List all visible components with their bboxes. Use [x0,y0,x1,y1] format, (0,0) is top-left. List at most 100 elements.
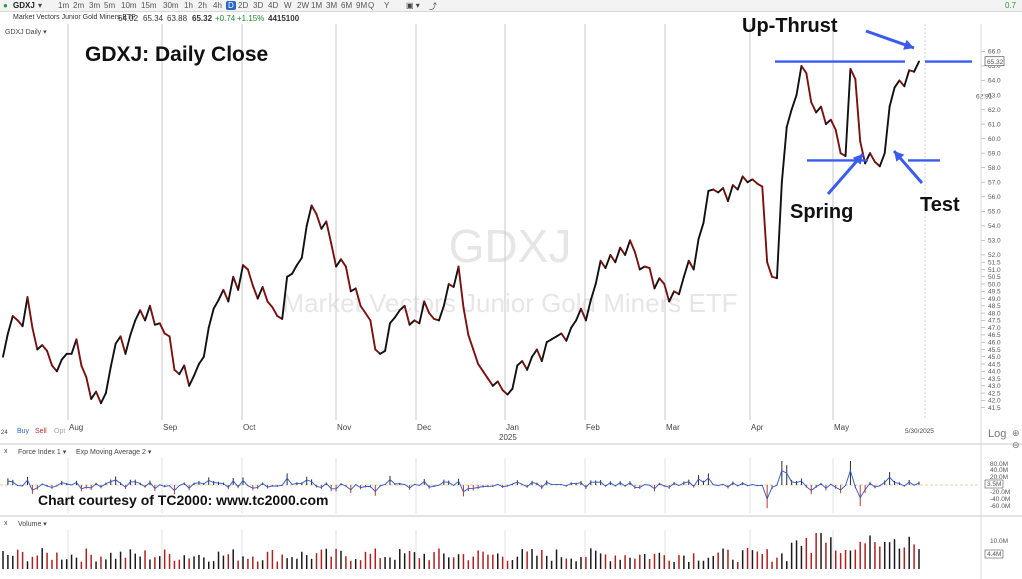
price-segment [619,246,627,256]
volume-label[interactable]: Volume ▾ [18,521,47,528]
price-segment [85,376,93,400]
timeframe-Q[interactable]: Q [368,1,375,10]
price-segment [442,283,450,307]
price-segment [736,175,744,191]
high-value: 65.34 [143,14,164,23]
change-value: +0.74 [215,14,236,23]
timeframe-1m[interactable]: 1m [58,1,70,10]
volume-close-icon[interactable]: x [4,520,8,527]
timeframe-3m[interactable]: 3m [89,1,101,10]
up-thrust-label: Up-Thrust [742,15,838,37]
price-segment [55,358,63,373]
price-segment [599,259,607,269]
price-segment [173,368,181,376]
timeframe-15m[interactable]: 15m [141,1,157,10]
price-segment [418,300,426,325]
courtesy-note: Chart courtesy of TC2000: www.tc2000.com [38,492,329,508]
timeframe-10m[interactable]: 10m [121,1,137,10]
price-segment [36,344,44,351]
zoom-out-icon[interactable]: ⊖ [1012,440,1020,450]
timeframe-3M[interactable]: 3M [326,1,338,10]
share-icon[interactable]: ⤴ [429,2,437,11]
price-segment [800,64,808,75]
price-segment [31,326,39,351]
month-label: Nov [337,423,351,432]
y-tick-label: 43.5 [988,376,1001,383]
price-segment [242,264,249,271]
timeframe-9M[interactable]: 9M [356,1,368,10]
symbol-label[interactable]: GDXJ [13,1,35,10]
price-segment [202,326,210,358]
timeframe-1h[interactable]: 1h [184,1,193,10]
price-segment [496,380,504,392]
price-segment [844,67,852,158]
timeframe-1M[interactable]: 1M [311,1,323,10]
watchlist-icon[interactable]: ● [3,1,8,10]
timeframe-2D[interactable]: 2D [238,1,249,10]
timeframe-3D[interactable]: 3D [253,1,264,10]
price-segment [291,264,298,275]
price-segment [178,364,186,376]
timeframe-Y[interactable]: Y [384,1,390,10]
price-segment [261,285,269,303]
ema-label[interactable]: Exp Moving Average 2 ▾ [76,449,152,456]
panel-borders [0,24,1022,579]
y-tick-label: 50.5 [988,274,1001,281]
price-segment [687,259,695,271]
month-label: May [834,423,849,432]
timeframe-4h[interactable]: 4h [213,1,222,10]
timeframe-2m[interactable]: 2m [73,1,85,10]
price-segment [188,374,195,387]
sell-button[interactable]: Sell [35,428,47,435]
buy-button[interactable]: Buy [17,428,30,435]
low-value: 63.88 [167,14,188,23]
volume-panel: 10.0M 4.4M [2,533,1008,569]
y-tick-label: 66.0 [988,49,1001,56]
price-segment [251,284,259,300]
price-segment [364,312,372,322]
price-segment [384,322,391,352]
watermark-name: Market Vectors Junior Gold Miners ETF [282,288,737,318]
volume-badge-box [984,549,1004,559]
timeframe-D[interactable]: D [226,1,236,10]
price-segment [295,256,303,267]
dropdown-icon[interactable]: ▾ [38,1,43,10]
price-segment [472,348,480,365]
timeframe-4D[interactable]: 4D [268,1,279,10]
spring-label: Spring [790,201,854,223]
y-tick-label: 47.0 [988,325,1001,332]
y-tick-label: 64.0 [988,78,1001,85]
price-segment [584,299,592,322]
timeframe-6M[interactable]: 6M [341,1,353,10]
price-segment [119,335,127,355]
y-tick-label: 45.5 [988,347,1001,354]
price-segment [824,118,832,126]
y-tick-label: 61.0 [988,121,1001,128]
annotation-lines [775,29,972,195]
timeframe-2W[interactable]: 2W [297,1,309,10]
options-button[interactable]: Opt [54,428,66,435]
price-segment [6,315,14,335]
watermark: GDXJ Market Vectors Junior Gold Miners E… [282,220,737,318]
y-tick-label: 48.0 [988,310,1001,317]
price-segment [26,296,34,329]
force-index-label[interactable]: Force Index 1 ▾ [18,449,67,456]
window-menu-icon[interactable]: ▣ ▾ [406,1,420,10]
log-scale-toggle[interactable]: Log [988,428,1007,440]
price-segment [834,128,842,155]
price-segment [869,152,876,163]
force-close-icon[interactable]: x [4,448,8,455]
y-tick-label: 57.0 [988,180,1001,187]
month-label: Jan [506,423,519,432]
price-segment [531,348,538,358]
timeframe-W[interactable]: W [284,1,292,10]
price-segment [580,307,587,322]
timeframe-2h[interactable]: 2h [198,1,207,10]
price-segment [183,364,191,387]
panel-title[interactable]: GDXJ Daily ▾ [5,29,47,36]
price-segment [903,69,911,88]
timeframe-5m[interactable]: 5m [104,1,116,10]
timeframe-30m[interactable]: 30m [163,1,179,10]
zoom-in-icon[interactable]: ⊕ [1012,428,1020,438]
